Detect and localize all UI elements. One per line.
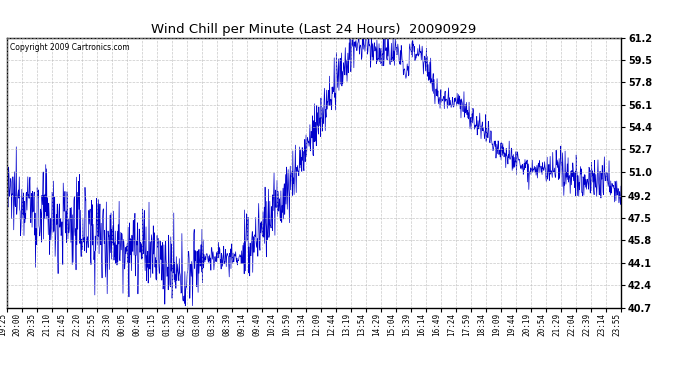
Text: Copyright 2009 Cartronics.com: Copyright 2009 Cartronics.com	[10, 43, 130, 52]
Title: Wind Chill per Minute (Last 24 Hours)  20090929: Wind Chill per Minute (Last 24 Hours) 20…	[151, 23, 477, 36]
